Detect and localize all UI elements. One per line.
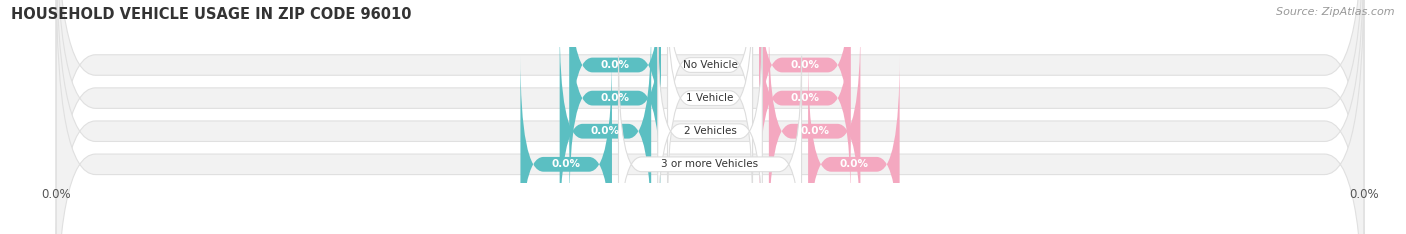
FancyBboxPatch shape [56, 0, 1364, 234]
FancyBboxPatch shape [619, 56, 801, 234]
Text: 0.0%: 0.0% [551, 159, 581, 169]
Text: 0.0%: 0.0% [600, 60, 630, 70]
Text: 2 Vehicles: 2 Vehicles [683, 126, 737, 136]
Text: 0.0%: 0.0% [600, 93, 630, 103]
FancyBboxPatch shape [658, 23, 762, 234]
FancyBboxPatch shape [569, 0, 661, 173]
FancyBboxPatch shape [569, 0, 661, 207]
FancyBboxPatch shape [759, 0, 851, 207]
FancyBboxPatch shape [668, 0, 752, 173]
Text: 0.0%: 0.0% [839, 159, 869, 169]
Text: HOUSEHOLD VEHICLE USAGE IN ZIP CODE 96010: HOUSEHOLD VEHICLE USAGE IN ZIP CODE 9601… [11, 7, 412, 22]
FancyBboxPatch shape [520, 56, 612, 234]
FancyBboxPatch shape [56, 0, 1364, 234]
FancyBboxPatch shape [668, 0, 752, 207]
FancyBboxPatch shape [560, 23, 651, 234]
Text: No Vehicle: No Vehicle [682, 60, 738, 70]
Text: Source: ZipAtlas.com: Source: ZipAtlas.com [1277, 7, 1395, 17]
Text: 3 or more Vehicles: 3 or more Vehicles [661, 159, 759, 169]
FancyBboxPatch shape [56, 0, 1364, 234]
FancyBboxPatch shape [769, 23, 860, 234]
Text: 0.0%: 0.0% [800, 126, 830, 136]
Text: 1 Vehicle: 1 Vehicle [686, 93, 734, 103]
Text: 0.0%: 0.0% [790, 93, 820, 103]
Text: 0.0%: 0.0% [591, 126, 620, 136]
FancyBboxPatch shape [808, 56, 900, 234]
Text: 0.0%: 0.0% [790, 60, 820, 70]
FancyBboxPatch shape [56, 0, 1364, 234]
FancyBboxPatch shape [759, 0, 851, 173]
